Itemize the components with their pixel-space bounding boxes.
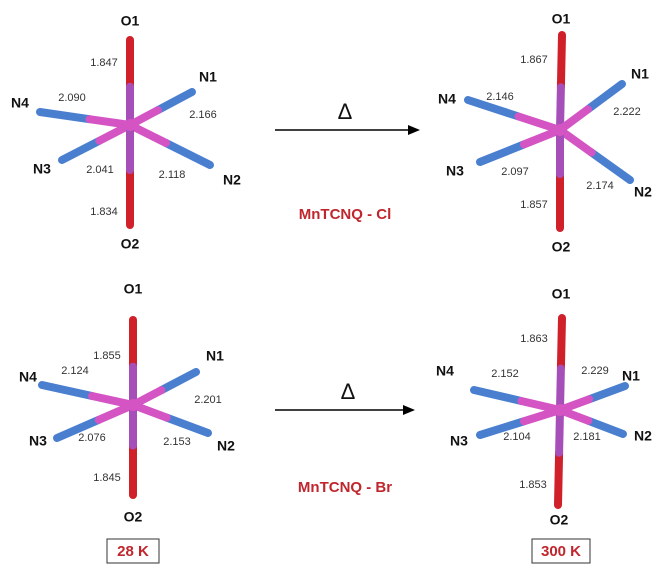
atom-label: N4 — [11, 95, 29, 111]
atom-label: O2 — [552, 239, 571, 255]
bond-length: 1.855 — [93, 350, 121, 362]
bond-inner — [92, 396, 133, 405]
delta: Δ — [338, 99, 353, 124]
atom-label: N4 — [19, 369, 37, 385]
bond-length: 1.857 — [520, 199, 548, 211]
atom-label: N4 — [438, 91, 456, 107]
bond-length: 2.229 — [581, 365, 609, 377]
bond-length: 2.124 — [61, 365, 89, 377]
bond-length: 2.181 — [573, 431, 601, 443]
atom-label: O1 — [552, 286, 571, 302]
atom-label: N2 — [634, 428, 652, 444]
bond-inner — [560, 87, 561, 130]
bond-inner — [90, 119, 131, 125]
metal-center — [554, 404, 566, 416]
bond-length: 1.863 — [520, 333, 548, 345]
bond-length: 2.166 — [189, 109, 217, 121]
bond-length: 1.834 — [90, 206, 118, 218]
atom-label: N4 — [436, 363, 454, 379]
atom-label: N3 — [33, 161, 51, 177]
metal-center — [554, 124, 566, 136]
bond-length: 2.041 — [86, 164, 114, 176]
bond-length: 2.174 — [586, 180, 614, 192]
temperature: 300 K — [541, 543, 581, 560]
bond-inner — [130, 125, 166, 143]
bond-length: 2.104 — [503, 431, 531, 443]
bond-outer — [561, 35, 562, 87]
atom-label: N1 — [631, 66, 649, 82]
bond-length: 2.076 — [78, 432, 106, 444]
atom-label: N2 — [223, 172, 241, 188]
bond-length: 2.090 — [58, 92, 86, 104]
bond-outer — [167, 418, 208, 433]
atom-label: N3 — [446, 163, 464, 179]
figure: Δ MnTCNQ - Cl Δ MnTCNQ - Br 28 K 300 K O… — [0, 0, 654, 564]
atom-label: O1 — [124, 281, 143, 297]
atom-label: N1 — [622, 368, 640, 384]
atom-label: N1 — [199, 69, 217, 85]
atom-label: N3 — [29, 433, 47, 449]
delta: Δ — [341, 379, 356, 404]
arrow-head — [403, 405, 415, 415]
arrow-head — [408, 125, 420, 135]
bond-length: 1.867 — [520, 54, 548, 66]
bond-inner — [560, 369, 561, 410]
bond-length: 2.201 — [194, 394, 222, 406]
bond-length: 2.118 — [159, 169, 186, 181]
atom-label: N2 — [634, 184, 652, 200]
page: Δ MnTCNQ - Cl Δ MnTCNQ - Br 28 K 300 K O… — [0, 0, 654, 564]
atom-label: N3 — [450, 433, 468, 449]
bond-outer — [592, 153, 631, 181]
bond-length: 1.845 — [93, 472, 121, 484]
bond-length: 1.853 — [519, 479, 547, 491]
bond-length: 2.097 — [501, 166, 529, 178]
bond-length: 2.152 — [491, 368, 519, 380]
atom-label: O2 — [121, 236, 140, 252]
metal-center — [124, 119, 136, 131]
bond-inner — [519, 117, 560, 131]
bond-length: 2.222 — [613, 106, 641, 118]
bond-length: 2.146 — [486, 91, 514, 103]
bond-outer — [589, 386, 625, 399]
compound-label: MnTCNQ - Br — [298, 479, 392, 496]
bond-outer — [474, 390, 521, 401]
bond-outer — [561, 318, 562, 369]
bond-outer — [42, 385, 92, 396]
bond-outer — [62, 141, 99, 160]
temperature: 28 K — [117, 543, 149, 560]
metal-center — [127, 399, 139, 411]
atom-label: O2 — [550, 512, 569, 528]
bond-outer — [480, 144, 524, 162]
compound-label: MnTCNQ - Cl — [299, 206, 391, 223]
bond-outer — [40, 112, 90, 119]
bond-outer — [158, 92, 192, 110]
atom-label: O2 — [124, 509, 143, 525]
bond-outer — [166, 143, 210, 165]
atom-label: O1 — [552, 11, 571, 27]
atom-label: O1 — [121, 13, 140, 29]
atom-label: N1 — [206, 348, 224, 364]
bond-length: 2.153 — [163, 436, 191, 448]
bond-inner — [559, 410, 560, 453]
bond-outer — [161, 372, 196, 390]
bond-outer — [558, 453, 559, 505]
bond-length: 1.847 — [90, 57, 118, 69]
atom-label: N2 — [217, 438, 235, 454]
